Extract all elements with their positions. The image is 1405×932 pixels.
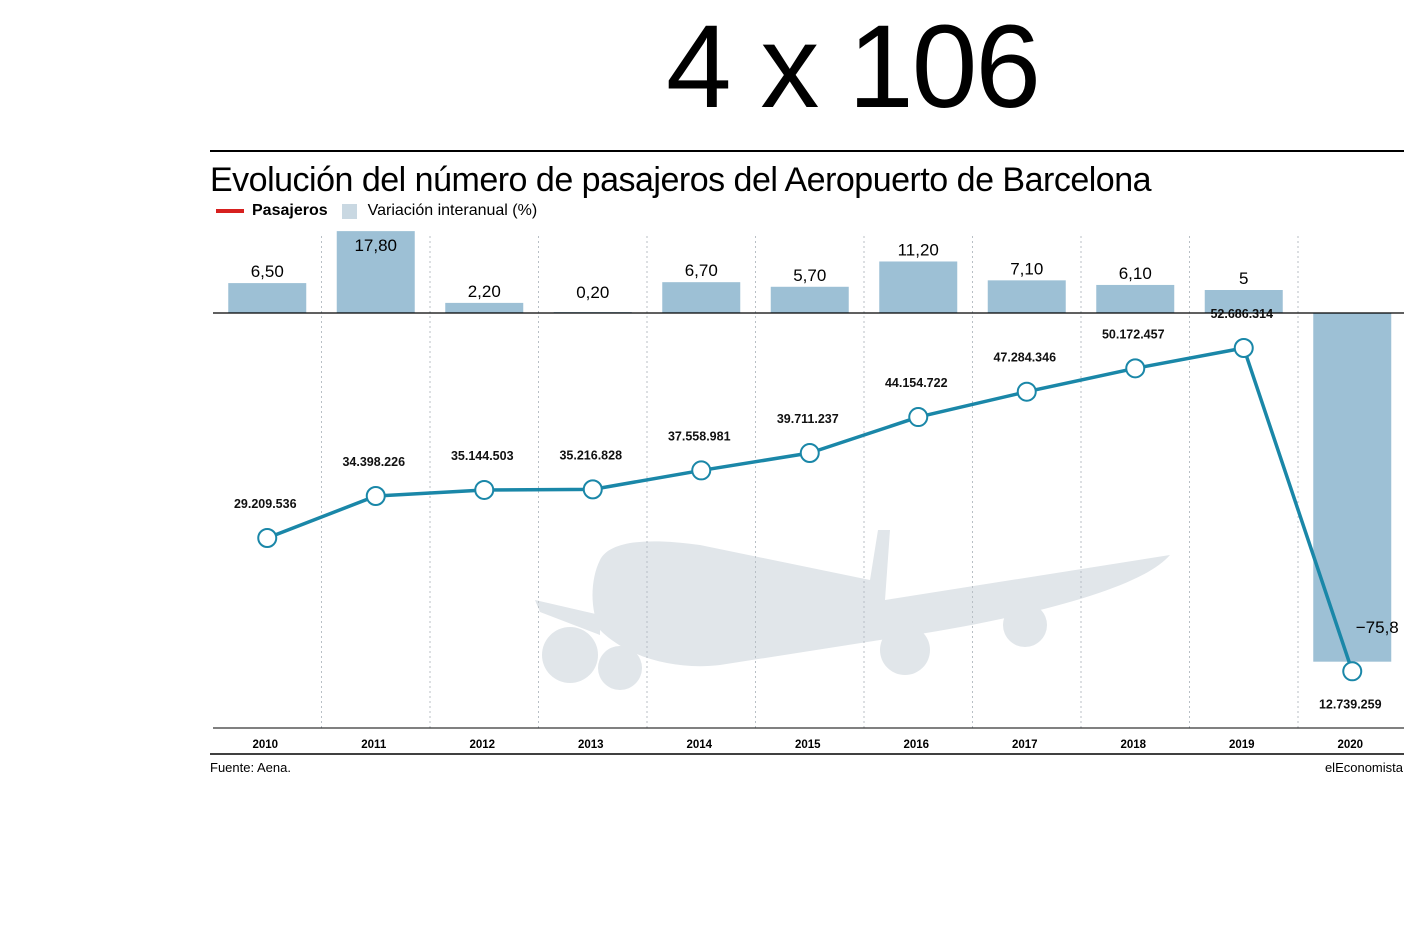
x-tick-2013: 2013 — [578, 739, 604, 751]
point-label-2010: 29.209.536 — [234, 497, 297, 511]
point-2016 — [908, 407, 929, 428]
x-tick-2018: 2018 — [1120, 739, 1146, 751]
bar-label-2012: 2,20 — [468, 282, 501, 301]
x-tick-2015: 2015 — [795, 739, 821, 751]
bar-2015 — [770, 286, 849, 313]
legend-label-pasajeros: Pasajeros — [252, 202, 328, 219]
point-2014 — [691, 460, 712, 481]
bar-label-2013: 0,20 — [576, 283, 609, 302]
bar-2012 — [445, 302, 524, 313]
bar-2010 — [228, 283, 307, 313]
bar-2018 — [1096, 284, 1175, 313]
bar-label-2011: 17,80 — [354, 236, 397, 255]
top-rule — [210, 150, 1404, 152]
x-tick-2012: 2012 — [469, 739, 495, 751]
headline: 4 x 106 — [665, 1, 1041, 133]
point-2013 — [582, 479, 603, 500]
point-label-2011: 34.398.226 — [342, 455, 405, 469]
x-tick-2017: 2017 — [1012, 739, 1038, 751]
legend-line-swatch — [216, 209, 244, 213]
x-tick-2014: 2014 — [686, 739, 712, 751]
bar-label-2014: 6,70 — [685, 261, 718, 280]
point-label-2018: 50.172.457 — [1102, 327, 1165, 341]
x-tick-2010: 2010 — [252, 739, 278, 751]
point-2012 — [474, 479, 495, 500]
bar-2020 — [1313, 313, 1392, 662]
airplane-watermark — [535, 530, 1170, 690]
publisher-credit: elEconomista — [1324, 760, 1403, 775]
bar-label-2016: 11,20 — [898, 240, 939, 259]
point-2011 — [365, 486, 386, 507]
legend-bar-swatch — [341, 203, 357, 219]
point-label-2013: 35.216.828 — [559, 448, 622, 462]
chart-legend: Pasajeros Variación interanual (%) — [216, 200, 537, 222]
point-2018 — [1125, 358, 1146, 379]
point-label-2017: 47.284.346 — [993, 351, 1056, 365]
point-2019 — [1233, 338, 1254, 358]
bar-2014 — [662, 282, 741, 313]
bar-label-2019: 5 — [1239, 269, 1248, 288]
point-2020 — [1342, 661, 1363, 682]
bar-label-2015: 5,70 — [793, 266, 826, 285]
legend-label-variacion: Variación interanual (%) — [367, 202, 538, 219]
point-label-2012: 35.144.503 — [451, 449, 514, 463]
bar-2016 — [879, 261, 958, 313]
bar-label-2020: −75,8 — [1356, 618, 1399, 637]
point-2015 — [799, 443, 820, 464]
x-tick-2016: 2016 — [903, 739, 929, 751]
bar-2011 — [336, 231, 415, 313]
bar-label-2018: 6,10 — [1119, 264, 1152, 283]
grid-lines — [321, 236, 1299, 728]
source-note: Fuente: Aena. — [210, 760, 291, 775]
chart-title: Evolución del número de pasajeros del Ae… — [210, 161, 1152, 199]
point-2017 — [1016, 381, 1037, 402]
point-label-2014: 37.558.981 — [668, 429, 731, 443]
point-label-2019: 52.686.314 — [1210, 307, 1273, 321]
x-tick-2019: 2019 — [1229, 739, 1255, 751]
point-label-2020: 12.739.259 — [1319, 697, 1382, 711]
point-2010 — [257, 528, 278, 548]
bar-label-2017: 7,10 — [1010, 259, 1043, 278]
x-tick-2011: 2011 — [361, 739, 387, 751]
bar-2019 — [1204, 290, 1283, 313]
point-label-2016: 44.154.722 — [885, 376, 948, 390]
bar-label-2010: 6,50 — [251, 262, 284, 281]
x-tick-2020: 2020 — [1337, 739, 1363, 751]
point-label-2015: 39.711.237 — [777, 412, 839, 426]
bar-2017 — [987, 280, 1066, 313]
